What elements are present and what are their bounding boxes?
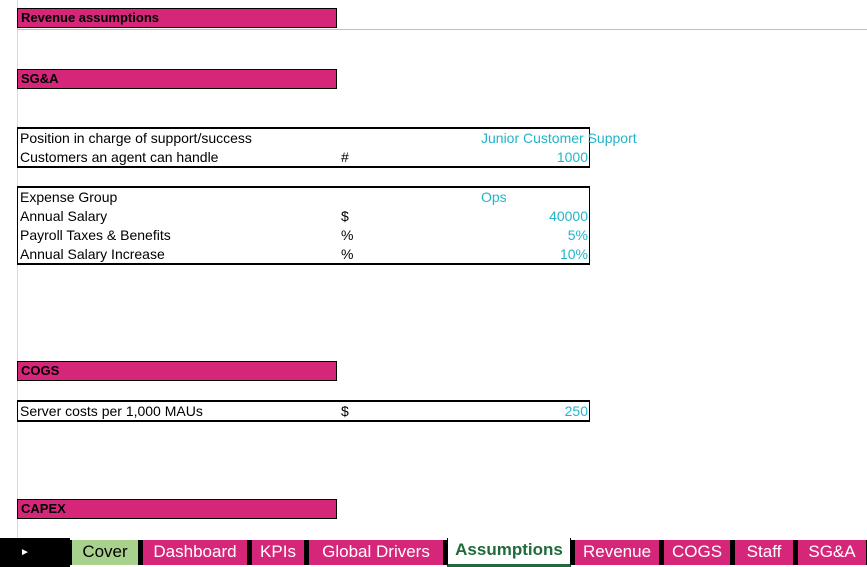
tab-divider — [444, 540, 447, 565]
section-header-capex[interactable]: CAPEX — [17, 499, 337, 519]
cell-unit: $ — [341, 403, 349, 419]
tab-divider — [305, 540, 308, 565]
section-header-revenue[interactable]: Revenue assumptions — [17, 8, 337, 28]
cell-unit: % — [341, 227, 354, 243]
section-header-sga[interactable]: SG&A — [17, 69, 337, 89]
cell-label: Position in charge of support/success — [20, 130, 252, 146]
cell-value[interactable]: 250 — [564, 403, 588, 419]
support-table: Position in charge of support/success Ju… — [17, 127, 637, 168]
cell-value[interactable]: 10% — [559, 246, 588, 262]
cell-label: Payroll Taxes & Benefits — [20, 227, 171, 243]
table-row[interactable]: Server costs per 1,000 MAUs $ 250 — [18, 402, 589, 421]
tab-divider — [571, 540, 574, 565]
section-header-cogs[interactable]: COGS — [17, 361, 337, 381]
cell-value[interactable]: 5% — [567, 227, 588, 243]
tab-divider — [68, 540, 71, 565]
cell-unit: # — [341, 149, 349, 165]
cell-value[interactable]: Ops — [481, 189, 507, 205]
tab-cover[interactable]: Cover — [71, 540, 139, 565]
cell-value[interactable]: 40000 — [549, 208, 588, 224]
tab-sga[interactable]: SG&A — [797, 540, 867, 565]
tab-assumptions[interactable]: Assumptions — [447, 538, 571, 567]
expense-table: Expense Group Ops Annual Salary $ 40000 … — [17, 186, 590, 265]
cell-unit: $ — [341, 208, 349, 224]
tab-divider — [248, 540, 251, 565]
cell-unit: % — [341, 246, 354, 262]
tab-dashboard[interactable]: Dashboard — [142, 540, 248, 565]
cell-label: Server costs per 1,000 MAUs — [20, 403, 203, 419]
table-row[interactable]: Expense Group Ops — [18, 188, 589, 207]
table-row[interactable]: Annual Salary Increase % 10% — [18, 245, 589, 264]
table-row[interactable]: Position in charge of support/success Ju… — [18, 129, 637, 148]
tab-scroll-area: ► — [0, 538, 70, 567]
tab-cogs[interactable]: COGS — [663, 540, 731, 565]
table-row[interactable]: Payroll Taxes & Benefits % 5% — [18, 226, 589, 245]
play-arrow-icon[interactable]: ► — [20, 547, 30, 558]
cogs-table: Server costs per 1,000 MAUs $ 250 — [17, 400, 590, 422]
cell-value[interactable]: Junior Customer Support — [481, 130, 637, 146]
tab-revenue[interactable]: Revenue — [574, 540, 660, 565]
cell-label: Annual Salary Increase — [20, 246, 165, 262]
column-gridline — [17, 0, 18, 538]
table-row[interactable]: Annual Salary $ 40000 — [18, 207, 589, 226]
table-row[interactable]: Customers an agent can handle # 1000 — [18, 148, 589, 167]
cell-value[interactable]: 1000 — [556, 149, 588, 165]
cell-label: Expense Group — [20, 189, 118, 205]
tab-divider — [660, 540, 663, 565]
sheet-tab-bar: ► Cover Dashboard KPIs Global Drivers As… — [0, 538, 867, 567]
cell-label: Customers an agent can handle — [20, 149, 219, 165]
tab-global-drivers[interactable]: Global Drivers — [308, 540, 444, 565]
tab-staff[interactable]: Staff — [734, 540, 794, 565]
tab-kpis[interactable]: KPIs — [251, 540, 305, 565]
cell-label: Annual Salary — [20, 208, 108, 224]
tab-divider — [731, 540, 734, 565]
tab-divider — [139, 540, 142, 565]
tab-divider — [794, 540, 797, 565]
row-gridline — [17, 29, 867, 30]
